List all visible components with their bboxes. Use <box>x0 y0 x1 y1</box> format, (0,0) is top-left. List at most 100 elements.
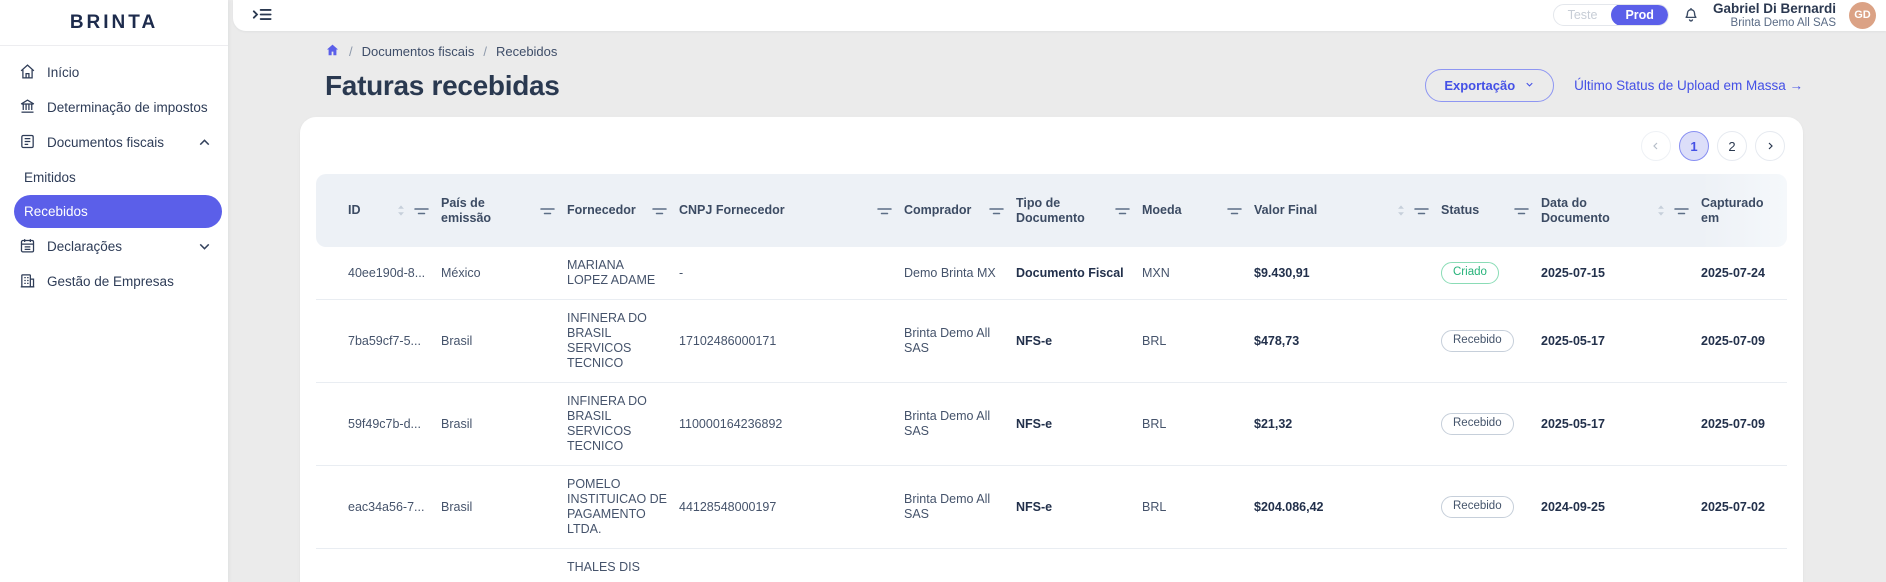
filter-icon[interactable] <box>1414 206 1429 216</box>
env-teste-option[interactable]: Teste <box>1567 8 1598 23</box>
filter-icon[interactable] <box>877 206 892 216</box>
column-header-status[interactable]: Status <box>1441 174 1541 247</box>
cell-capturado-em: 2025-07-02 <box>1701 466 1787 549</box>
table-header-row: ID País de emissão Fornecedor CNPJ Forne… <box>316 174 1787 247</box>
cell-fornecedor: INFINERA DO BRASIL SERVICOS TECNICO <box>567 383 679 466</box>
column-header-comprador[interactable]: Comprador <box>904 174 1016 247</box>
filter-icon[interactable] <box>1115 206 1130 216</box>
building-icon <box>19 272 36 292</box>
cell-data-documento <box>1541 549 1701 582</box>
column-header-tipo-documento[interactable]: Tipo de Documento <box>1016 174 1142 247</box>
chevron-up-icon <box>196 134 213 151</box>
invoices-table: ID País de emissão Fornecedor CNPJ Forne… <box>316 174 1787 582</box>
cell-id: 40ee190d-8... <box>316 247 441 300</box>
cell-comprador: Demo Brinta MX <box>904 247 1016 300</box>
column-header-fornecedor[interactable]: Fornecedor <box>567 174 679 247</box>
sort-icon[interactable] <box>1397 204 1405 217</box>
notifications-button[interactable] <box>1682 5 1700 26</box>
bank-icon <box>19 98 36 118</box>
sort-icon[interactable] <box>397 204 405 217</box>
sidebar-item-label: Determinação de impostos <box>47 100 208 115</box>
breadcrumb-separator: / <box>483 44 487 59</box>
sidebar-item-label: Declarações <box>47 239 123 254</box>
breadcrumb-recebidos[interactable]: Recebidos <box>495 44 558 59</box>
column-header-cnpj[interactable]: CNPJ Fornecedor <box>679 174 904 247</box>
cell-moeda: BRL <box>1142 466 1254 549</box>
cell-capturado-em <box>1701 549 1787 582</box>
cell-valor: $21,32 <box>1254 383 1441 466</box>
column-header-id[interactable]: ID <box>316 174 441 247</box>
cell-id: 7ba59cf7-5... <box>316 300 441 383</box>
pagination-next-button[interactable] <box>1755 131 1785 161</box>
table-row[interactable]: eac34a56-7... Brasil POMELO INSTITUICAO … <box>316 466 1787 549</box>
cell-status: Recebido <box>1441 466 1541 549</box>
cell-cnpj: - <box>679 247 904 300</box>
env-prod-option[interactable]: Prod <box>1611 5 1668 26</box>
table-row[interactable]: 59f49c7b-d... Brasil INFINERA DO BRASIL … <box>316 383 1787 466</box>
page-head: / Documentos fiscais / Recebidos Faturas… <box>233 31 1886 102</box>
filter-icon[interactable] <box>414 206 429 216</box>
title-row: Faturas recebidas Exportação Último Stat… <box>325 69 1803 102</box>
breadcrumb: / Documentos fiscais / Recebidos <box>325 43 1803 60</box>
sidebar-item-inicio[interactable]: Início <box>0 55 228 90</box>
sidebar-item-label: Documentos fiscais <box>47 135 165 150</box>
export-button[interactable]: Exportação <box>1425 69 1555 102</box>
cell-valor <box>1254 549 1441 582</box>
user-company: Brinta Demo All SAS <box>1730 16 1836 29</box>
column-header-pais[interactable]: País de emissão <box>441 174 567 247</box>
cell-valor: $204.086,42 <box>1254 466 1441 549</box>
cell-comprador: Brinta Demo All SAS <box>904 300 1016 383</box>
cell-tipo <box>1016 549 1142 582</box>
collapse-sidebar-button[interactable] <box>252 7 272 25</box>
filter-icon[interactable] <box>1227 206 1242 216</box>
column-header-valor-final[interactable]: Valor Final <box>1254 174 1441 247</box>
breadcrumb-home-icon[interactable] <box>325 43 340 60</box>
cell-pais: Brasil <box>441 466 567 549</box>
sidebar-item-documentos-fiscais[interactable]: Documentos fiscais <box>0 125 228 160</box>
filter-icon[interactable] <box>1674 206 1689 216</box>
cell-status: Recebido <box>1441 383 1541 466</box>
brand-logo: BRINTA <box>0 0 228 46</box>
pagination-prev-button[interactable] <box>1641 131 1671 161</box>
cell-id: 59f49c7b-d... <box>316 383 441 466</box>
sidebar-item-gestao-empresas[interactable]: Gestão de Empresas <box>0 264 228 299</box>
sidebar-item-label: Recebidos <box>24 204 88 219</box>
table-row[interactable]: THALES DIS <box>316 549 1787 582</box>
avatar[interactable]: GD <box>1849 1 1876 29</box>
cell-valor: $9.430,91 <box>1254 247 1441 300</box>
cell-tipo: NFS-e <box>1016 383 1142 466</box>
sidebar-item-emitidos[interactable]: Emitidos <box>14 161 222 194</box>
column-header-data-documento[interactable]: Data do Documento <box>1541 174 1701 247</box>
table-row[interactable]: 40ee190d-8... México MARIANA LOPEZ ADAME… <box>316 247 1787 300</box>
bulk-upload-status-link[interactable]: Último Status de Upload em Massa → <box>1574 78 1803 93</box>
calendar-icon <box>19 237 36 257</box>
sort-icon[interactable] <box>1657 204 1665 217</box>
sidebar-item-declaracoes[interactable]: Declarações <box>0 229 228 264</box>
table-row[interactable]: 7ba59cf7-5... Brasil INFINERA DO BRASIL … <box>316 300 1787 383</box>
status-badge: Criado <box>1441 262 1499 284</box>
filter-icon[interactable] <box>652 206 667 216</box>
cell-capturado-em: 2025-07-09 <box>1701 300 1787 383</box>
cell-pais <box>441 549 567 582</box>
sidebar-item-determinacao-impostos[interactable]: Determinação de impostos <box>0 90 228 125</box>
column-header-capturado-em[interactable]: Capturado em <box>1701 174 1787 247</box>
cell-tipo: NFS-e <box>1016 300 1142 383</box>
home-icon <box>19 63 36 83</box>
topbar-right: Teste Prod Gabriel Di Bernardi Brinta De… <box>1552 1 1876 30</box>
column-header-moeda[interactable]: Moeda <box>1142 174 1254 247</box>
sidebar: BRINTA Início Determinação de impostos D… <box>0 0 228 582</box>
documents-icon <box>19 133 36 153</box>
breadcrumb-documentos-fiscais[interactable]: Documentos fiscais <box>361 44 475 59</box>
pagination-page-1[interactable]: 1 <box>1679 131 1709 161</box>
user-menu[interactable]: Gabriel Di Bernardi Brinta Demo All SAS <box>1713 1 1836 30</box>
environment-toggle: Teste Prod <box>1552 4 1669 27</box>
sidebar-item-label: Emitidos <box>24 170 76 185</box>
filter-icon[interactable] <box>1514 206 1529 216</box>
cell-capturado-em: 2025-07-09 <box>1701 383 1787 466</box>
cell-tipo: Documento Fiscal <box>1016 247 1142 300</box>
filter-icon[interactable] <box>989 206 1004 216</box>
pagination-page-2[interactable]: 2 <box>1717 131 1747 161</box>
cell-moeda: MXN <box>1142 247 1254 300</box>
sidebar-item-recebidos[interactable]: Recebidos <box>14 195 222 228</box>
filter-icon[interactable] <box>540 206 555 216</box>
